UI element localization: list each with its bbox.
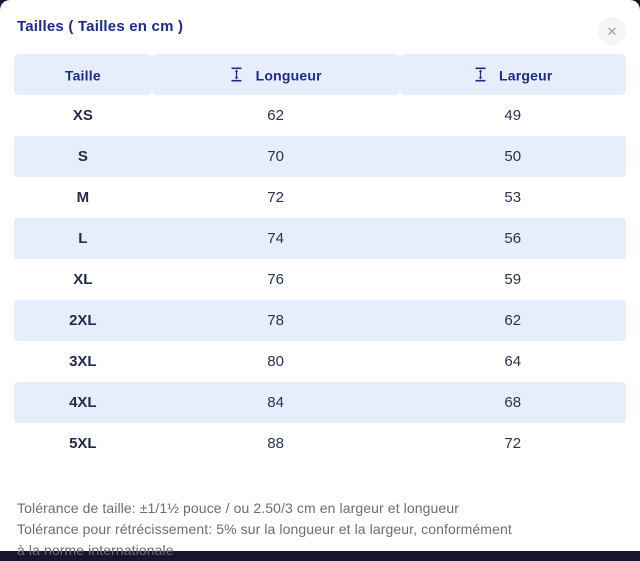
size-label: 4XL xyxy=(14,382,152,423)
longueur-value: 76 xyxy=(152,259,400,300)
largeur-value: 68 xyxy=(400,382,626,423)
column-header-label: Taille xyxy=(65,67,101,83)
table-row: M 72 53 xyxy=(14,177,626,218)
largeur-value: 49 xyxy=(400,95,626,136)
vertical-measure-icon xyxy=(473,67,488,82)
size-label: XL xyxy=(14,259,152,300)
table-row: S 70 50 xyxy=(14,136,626,177)
largeur-value: 59 xyxy=(400,259,626,300)
size-label: 2XL xyxy=(14,300,152,341)
close-icon: ✕ xyxy=(607,25,618,38)
table-row: L 74 56 xyxy=(14,218,626,259)
longueur-value: 70 xyxy=(152,136,400,177)
size-label: 5XL xyxy=(14,423,152,464)
largeur-value: 64 xyxy=(400,341,626,382)
largeur-value: 50 xyxy=(400,136,626,177)
table-row: 5XL 88 72 xyxy=(14,423,626,464)
column-header-taille: Taille xyxy=(14,54,152,95)
column-header-longueur: Longueur xyxy=(152,54,400,95)
close-button[interactable]: ✕ xyxy=(598,17,626,45)
longueur-value: 62 xyxy=(152,95,400,136)
longueur-value: 78 xyxy=(152,300,400,341)
longueur-value: 84 xyxy=(152,382,400,423)
size-label: XS xyxy=(14,95,152,136)
table-row: 2XL 78 62 xyxy=(14,300,626,341)
largeur-value: 53 xyxy=(400,177,626,218)
tolerance-notes: Tolérance de taille: ±1/1½ pouce / ou 2.… xyxy=(17,498,626,561)
table-row: XS 62 49 xyxy=(14,95,626,136)
table-row: XL 76 59 xyxy=(14,259,626,300)
table-row: 3XL 80 64 xyxy=(14,341,626,382)
size-label: M xyxy=(14,177,152,218)
largeur-value: 56 xyxy=(400,218,626,259)
table-row: 4XL 84 68 xyxy=(14,382,626,423)
size-label: L xyxy=(14,218,152,259)
longueur-value: 80 xyxy=(152,341,400,382)
largeur-value: 72 xyxy=(400,423,626,464)
longueur-value: 88 xyxy=(152,423,400,464)
dialog-title: Tailles ( Tailles en cm ) xyxy=(17,18,626,35)
size-table: Taille Longueur xyxy=(14,54,626,464)
size-label: S xyxy=(14,136,152,177)
largeur-value: 62 xyxy=(400,300,626,341)
table-header-row: Taille Longueur xyxy=(14,54,626,95)
column-header-largeur: Largeur xyxy=(400,54,626,95)
longueur-value: 72 xyxy=(152,177,400,218)
column-header-label: Largeur xyxy=(499,67,553,83)
size-label: 3XL xyxy=(14,341,152,382)
note-line: Tolérance pour rétrécissement: 5% sur la… xyxy=(17,519,626,540)
note-line: Tolérance de taille: ±1/1½ pouce / ou 2.… xyxy=(17,498,626,519)
longueur-value: 74 xyxy=(152,218,400,259)
vertical-measure-icon xyxy=(229,67,244,82)
column-header-label: Longueur xyxy=(256,67,322,83)
